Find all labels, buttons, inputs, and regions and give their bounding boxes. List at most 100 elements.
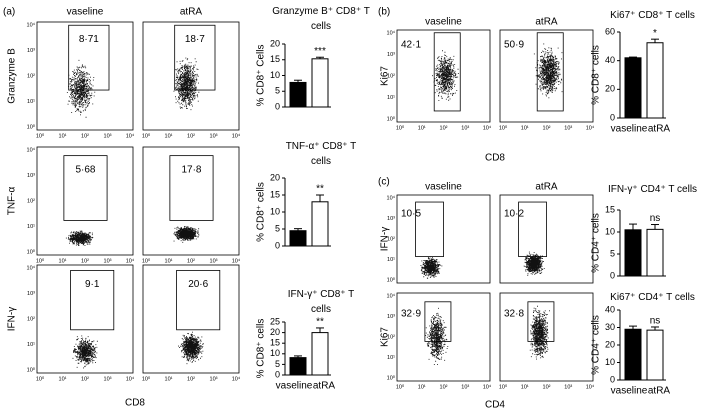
y-tick-label: 10⁰ (387, 276, 396, 283)
x-tick-label: 10² (543, 384, 551, 390)
x-tick-label: 10³ (104, 258, 112, 264)
chart-title: IFN-γ⁺ CD8⁺ T cells (287, 289, 355, 315)
y-tick-label: 15 (605, 204, 615, 214)
gate-percentage: 18·7 (185, 34, 205, 45)
y-tick-label: 20 (270, 172, 280, 182)
gate (415, 201, 444, 257)
x-tick-label: 10³ (104, 133, 112, 139)
y-axis-label: % CD8⁺ Cells (256, 45, 267, 107)
x-axis-label: CD4 (485, 400, 505, 411)
x-tick-label: 10¹ (521, 384, 529, 390)
event-dots (66, 59, 96, 118)
x-tick-label: 10³ (210, 258, 218, 264)
column-header: vaseline (425, 182, 462, 193)
y-tick-label: 20 (270, 327, 280, 337)
gate-percentage: 8·71 (79, 34, 99, 45)
chart-title: Ki67⁺ CD8⁺ T cells (610, 10, 695, 21)
y-axis-label: TNF-α (7, 187, 18, 216)
y-tick-label: 15 (270, 338, 280, 348)
gate (70, 269, 115, 331)
x-tick-label: 10² (187, 376, 195, 382)
bar (311, 201, 329, 247)
significance: ** (316, 184, 324, 195)
x-tick-label: 10¹ (59, 133, 67, 139)
y-axis-label: % CD4⁺ cells (591, 315, 602, 375)
y-tick-label: 10⁴ (27, 146, 36, 153)
y-tick-label: 20 (270, 38, 280, 48)
plot-frame (396, 292, 491, 382)
bar (289, 230, 307, 247)
event-dots (173, 226, 200, 243)
chart-title: Granzyme B⁺ CD8⁺ T cells (272, 6, 370, 32)
significance: ns (650, 316, 661, 327)
y-tick-label: 10¹ (387, 355, 395, 361)
x-tick-label: 10⁰ (36, 375, 45, 382)
y-tick-label: 10⁴ (27, 264, 36, 271)
panel-label: (c) (378, 177, 390, 188)
bar (624, 57, 642, 119)
column-header: atRA (535, 182, 558, 193)
x-tick-label: 10¹ (59, 376, 67, 382)
x-tick-label: 10⁰ (36, 257, 45, 264)
event-dots (529, 305, 550, 360)
y-tick-label: 5 (275, 359, 280, 369)
column-header: vaseline (67, 7, 104, 18)
gate (63, 155, 108, 221)
y-tick-label: 10 (270, 348, 280, 358)
x-tick-label: 10⁴ (126, 132, 135, 139)
y-tick-label: 10⁰ (387, 115, 396, 122)
x-tick-label: 10⁰ (142, 375, 151, 382)
event-dots (533, 43, 563, 99)
y-tick-label: 5 (610, 248, 615, 258)
event-dots (432, 50, 459, 101)
chart-title: IFN-γ⁺ CD4⁺ T cells (607, 184, 698, 195)
y-tick-label: 10⁰ (27, 123, 36, 130)
y-tick-label: 10¹ (27, 99, 35, 105)
y-axis-label: Ki67 (380, 66, 391, 86)
x-tick-label: 10¹ (165, 258, 173, 264)
gate (518, 201, 547, 257)
y-tick-label: 10³ (387, 216, 395, 222)
x-tick-label: 10⁴ (126, 375, 135, 382)
x-tick-label: 10³ (210, 133, 218, 139)
bar (289, 81, 307, 108)
y-tick-label: 20 (605, 84, 615, 94)
gate-percentage: 42·1 (401, 39, 421, 50)
gate (174, 24, 216, 91)
y-tick-label: 0 (275, 369, 280, 379)
y-tick-label: 10¹ (387, 257, 395, 263)
y-tick-label: 10¹ (387, 95, 395, 101)
x-tick-label: 10⁴ (232, 257, 241, 264)
x-tick-label: 10⁰ (142, 257, 151, 264)
bar (646, 42, 664, 119)
bar (624, 229, 642, 277)
y-tick-label: 25 (270, 316, 280, 326)
bar (646, 228, 664, 277)
y-tick-label: 10³ (27, 291, 35, 297)
y-tick-label: 10 (270, 206, 280, 216)
x-tick-label: atRA (648, 124, 671, 135)
plot-frame (142, 146, 240, 256)
x-tick-label: 10⁴ (232, 132, 241, 139)
bar (311, 58, 329, 108)
x-tick-label: 10² (187, 133, 195, 139)
event-dots (425, 307, 449, 365)
bar (289, 357, 307, 376)
y-tick-label: 40 (605, 55, 615, 65)
x-tick-label: 10⁴ (232, 375, 241, 382)
column-header: vaseline (425, 17, 462, 28)
y-tick-label: 10⁴ (387, 292, 396, 299)
x-tick-label: vaseline (611, 124, 648, 135)
y-tick-label: 10² (387, 334, 395, 340)
x-tick-label: 10⁰ (499, 124, 508, 131)
y-axis-label: % CD8⁺ cells (256, 182, 267, 242)
x-tick-label: 10⁴ (586, 383, 595, 390)
x-tick-label: 10² (440, 125, 448, 131)
y-axis-label: % CD8⁺ cells (591, 45, 602, 105)
x-tick-label: 10⁰ (396, 124, 405, 131)
x-tick-label: 10³ (564, 384, 572, 390)
column-header: atRA (535, 17, 558, 28)
y-axis-label: % CD4⁺ cells (591, 213, 602, 273)
x-axis-label: CD8 (125, 398, 145, 409)
